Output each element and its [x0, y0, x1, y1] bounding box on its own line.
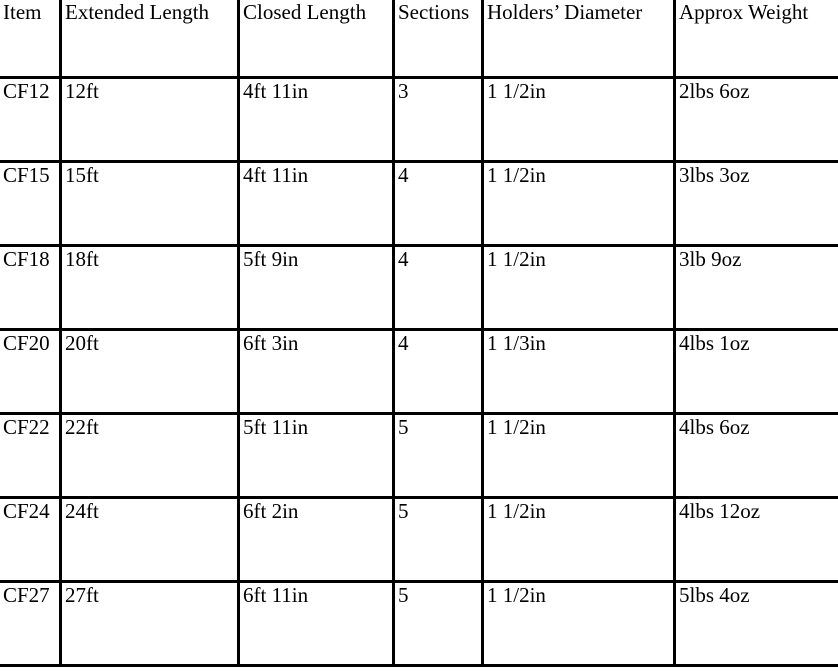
- table-row: CF27 27ft 6ft 11in 5 1 1/2in 5lbs 4oz: [0, 580, 838, 667]
- header-cell-extended: Extended Length: [59, 0, 240, 79]
- table-cell-weight: 4lbs 1oz: [673, 328, 838, 415]
- table-cell-extended: 18ft: [59, 244, 240, 331]
- table-row: CF12 12ft 4ft 11in 3 1 1/2in 2lbs 6oz: [0, 76, 838, 163]
- table-cell-extended: 27ft: [59, 580, 240, 667]
- table-row: CF20 20ft 6ft 3in 4 1 1/3in 4lbs 1oz: [0, 328, 838, 415]
- table-row: CF22 22ft 5ft 11in 5 1 1/2in 4lbs 6oz: [0, 412, 838, 499]
- table-cell-closed: 6ft 11in: [237, 580, 395, 667]
- table-cell-weight: 3lb 9oz: [673, 244, 838, 331]
- table-cell-diameter: 1 1/2in: [481, 244, 676, 331]
- table-cell-closed: 4ft 11in: [237, 76, 395, 163]
- table-cell-sections: 3: [392, 76, 484, 163]
- table-cell-extended: 12ft: [59, 76, 240, 163]
- table-cell-diameter: 1 1/2in: [481, 76, 676, 163]
- table-cell-extended: 22ft: [59, 412, 240, 499]
- table-cell-sections: 5: [392, 412, 484, 499]
- table-cell-extended: 20ft: [59, 328, 240, 415]
- table-cell-weight: 4lbs 6oz: [673, 412, 838, 499]
- table-cell-closed: 5ft 11in: [237, 412, 395, 499]
- table-cell-item: CF22: [0, 412, 62, 499]
- table-cell-closed: 6ft 2in: [237, 496, 395, 583]
- table-cell-diameter: 1 1/3in: [481, 328, 676, 415]
- table-cell-extended: 24ft: [59, 496, 240, 583]
- table-cell-diameter: 1 1/2in: [481, 496, 676, 583]
- table-cell-item: CF15: [0, 160, 62, 247]
- table-cell-diameter: 1 1/2in: [481, 412, 676, 499]
- table-header-row: Item Extended Length Closed Length Sections…: [0, 0, 838, 79]
- table-cell-weight: 3lbs 3oz: [673, 160, 838, 247]
- table-cell-item: CF18: [0, 244, 62, 331]
- table-cell-item: CF24: [0, 496, 62, 583]
- table-cell-item: CF12: [0, 76, 62, 163]
- table-cell-diameter: 1 1/2in: [481, 160, 676, 247]
- header-cell-sections: Sections: [392, 0, 484, 79]
- table-cell-closed: 4ft 11in: [237, 160, 395, 247]
- table-cell-sections: 4: [392, 160, 484, 247]
- header-cell-weight: Approx Weight: [673, 0, 838, 79]
- table-cell-weight: 5lbs 4oz: [673, 580, 838, 667]
- table-body: CF12 12ft 4ft 11in 3 1 1/2in 2lbs 6oz CF15 15ft…: [0, 76, 838, 667]
- table-cell-closed: 6ft 3in: [237, 328, 395, 415]
- table-cell-weight: 2lbs 6oz: [673, 76, 838, 163]
- table-cell-diameter: 1 1/2in: [481, 580, 676, 667]
- table-cell-sections: 5: [392, 496, 484, 583]
- table-cell-sections: 5: [392, 580, 484, 667]
- header-cell-closed: Closed Length: [237, 0, 395, 79]
- table-cell-closed: 5ft 9in: [237, 244, 395, 331]
- table-cell-item: CF20: [0, 328, 62, 415]
- table-row: CF24 24ft 6ft 2in 5 1 1/2in 4lbs 12oz: [0, 496, 838, 583]
- table-cell-sections: 4: [392, 328, 484, 415]
- table-cell-extended: 15ft: [59, 160, 240, 247]
- header-cell-diameter: Holders’ Diameter: [481, 0, 676, 79]
- table-cell-sections: 4: [392, 244, 484, 331]
- table-cell-item: CF27: [0, 580, 62, 667]
- table-row: CF15 15ft 4ft 11in 4 1 1/2in 3lbs 3oz: [0, 160, 838, 247]
- header-cell-item: Item: [0, 0, 62, 79]
- table-row: CF18 18ft 5ft 9in 4 1 1/2in 3lb 9oz: [0, 244, 838, 331]
- table-cell-weight: 4lbs 12oz: [673, 496, 838, 583]
